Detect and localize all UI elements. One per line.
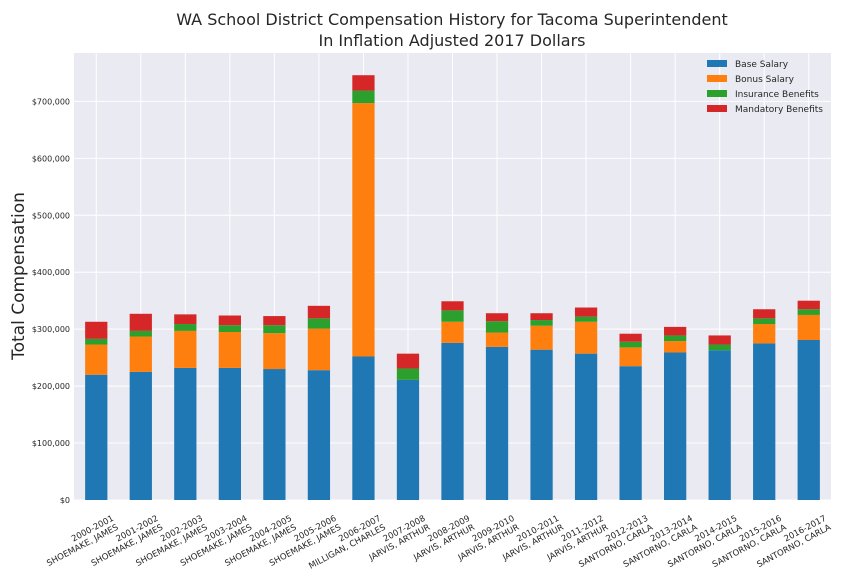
bar-segment-bonus-salary xyxy=(85,344,108,375)
bar-segment-insurance-benefits xyxy=(753,318,776,325)
bar-segment-base-salary xyxy=(753,343,776,500)
bar-segment-insurance-benefits xyxy=(85,338,108,345)
bar-segment-insurance-benefits xyxy=(530,320,553,326)
y-tick-label: $200,000 xyxy=(32,382,70,391)
y-tick-label: $300,000 xyxy=(32,325,70,334)
bar-segment-bonus-salary xyxy=(530,325,553,350)
bar-segment-base-salary xyxy=(619,366,642,500)
bar-segment-base-salary xyxy=(129,371,152,500)
y-axis-ticks: $0 $100,000 $200,000 $300,000 $400,000 $500,0… xyxy=(32,97,70,505)
bar-segment-base-salary xyxy=(797,339,820,500)
bar-segment-bonus-salary xyxy=(174,330,197,368)
legend-swatch xyxy=(707,105,727,112)
bar-segment-base-salary xyxy=(352,356,375,500)
bar-segment-mandatory-benefits xyxy=(619,333,642,342)
y-tick-label: $0 xyxy=(60,496,70,505)
bar-segment-bonus-salary xyxy=(441,321,464,343)
y-axis-label: Total Compensation xyxy=(9,192,29,361)
legend-swatch xyxy=(707,75,727,82)
bar-segment-base-salary xyxy=(441,342,464,500)
bar-segment-insurance-benefits xyxy=(396,368,420,380)
bar-segment-insurance-benefits xyxy=(218,325,241,333)
bar-segment-bonus-salary xyxy=(619,347,642,367)
bar-segment-insurance-benefits xyxy=(797,309,820,315)
bar-segment-mandatory-benefits xyxy=(574,307,598,317)
legend-label: Bonus Salary xyxy=(735,75,795,85)
bar-segment-base-salary xyxy=(396,379,420,500)
bar-segment-insurance-benefits xyxy=(664,335,687,342)
bar-segment-insurance-benefits xyxy=(485,321,509,333)
legend-swatch xyxy=(707,60,727,67)
bar-segment-bonus-salary xyxy=(352,103,375,357)
bar-segment-mandatory-benefits xyxy=(174,314,197,325)
bar-segment-mandatory-benefits xyxy=(218,315,241,326)
bar-segment-base-salary xyxy=(664,352,687,500)
y-tick-label: $400,000 xyxy=(32,268,70,277)
chart-title-line-1: WA School District Compensation History … xyxy=(176,10,728,29)
bar-segment-insurance-benefits xyxy=(619,341,642,348)
bar-segment-bonus-salary xyxy=(129,336,152,372)
bar-segment-mandatory-benefits xyxy=(530,313,553,321)
bar-segment-base-salary xyxy=(485,346,509,500)
y-tick-label: $600,000 xyxy=(32,154,70,163)
bar-segment-base-salary xyxy=(574,353,598,500)
bar-segment-insurance-benefits xyxy=(174,324,197,331)
bar-segment-base-salary xyxy=(263,369,286,500)
bar-segment-bonus-salary xyxy=(664,341,687,353)
bar-segment-bonus-salary xyxy=(753,324,776,344)
bar-segment-mandatory-benefits xyxy=(129,313,152,331)
bar-segment-bonus-salary xyxy=(263,333,286,370)
bar-segment-mandatory-benefits xyxy=(85,321,108,339)
y-tick-label: $500,000 xyxy=(32,211,70,220)
bar-segment-mandatory-benefits xyxy=(307,305,331,319)
bar-segment-mandatory-benefits xyxy=(797,300,820,310)
legend-label: Insurance Benefits xyxy=(735,90,819,100)
legend-label: Mandatory Benefits xyxy=(735,105,823,115)
bar-segment-base-salary xyxy=(530,349,553,500)
bar-segment-base-salary xyxy=(174,367,197,500)
legend: Base Salary Bonus Salary Insurance Benefit… xyxy=(707,60,823,115)
bar-segment-insurance-benefits xyxy=(307,318,331,329)
x-axis-ticks: 2000-2001SHOEMAKE, JAMES2001-2002SHOEMAK… xyxy=(45,514,833,572)
legend-swatch xyxy=(707,90,727,97)
bar-segment-mandatory-benefits xyxy=(485,313,509,322)
bar-segment-insurance-benefits xyxy=(129,330,152,337)
bar-segment-insurance-benefits xyxy=(574,316,598,322)
bar-segment-bonus-salary xyxy=(574,321,598,354)
bar-segment-mandatory-benefits xyxy=(664,326,687,336)
bar-segment-mandatory-benefits xyxy=(263,316,286,326)
bar-segment-insurance-benefits xyxy=(708,344,731,351)
bar-segment-insurance-benefits xyxy=(352,90,375,104)
y-tick-label: $100,000 xyxy=(32,439,70,448)
bar-segment-base-salary xyxy=(218,367,241,500)
bars xyxy=(85,75,820,500)
bar-segment-base-salary xyxy=(85,374,108,500)
bar-segment-base-salary xyxy=(708,350,731,500)
legend-label: Base Salary xyxy=(735,60,789,70)
bar-segment-insurance-benefits xyxy=(441,310,464,322)
bar-segment-mandatory-benefits xyxy=(441,301,464,311)
bar-segment-mandatory-benefits xyxy=(352,75,375,91)
chart-title-line-2: In Inflation Adjusted 2017 Dollars xyxy=(318,31,585,50)
bar-segment-mandatory-benefits xyxy=(396,353,420,369)
bar-segment-bonus-salary xyxy=(485,332,509,347)
bar-segment-mandatory-benefits xyxy=(753,309,776,319)
bar-segment-mandatory-benefits xyxy=(708,335,731,345)
bar-segment-insurance-benefits xyxy=(263,325,286,334)
bar-segment-base-salary xyxy=(307,370,331,500)
y-tick-label: $700,000 xyxy=(32,97,70,106)
bar-segment-bonus-salary xyxy=(218,332,241,368)
bar-segment-bonus-salary xyxy=(797,314,820,340)
bar-segment-bonus-salary xyxy=(307,328,331,371)
